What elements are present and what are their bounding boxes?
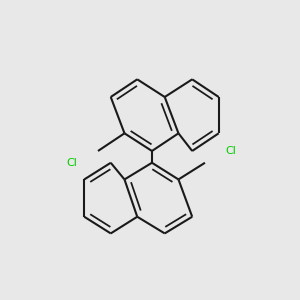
Text: Cl: Cl: [225, 146, 236, 156]
Text: Cl: Cl: [66, 158, 77, 168]
